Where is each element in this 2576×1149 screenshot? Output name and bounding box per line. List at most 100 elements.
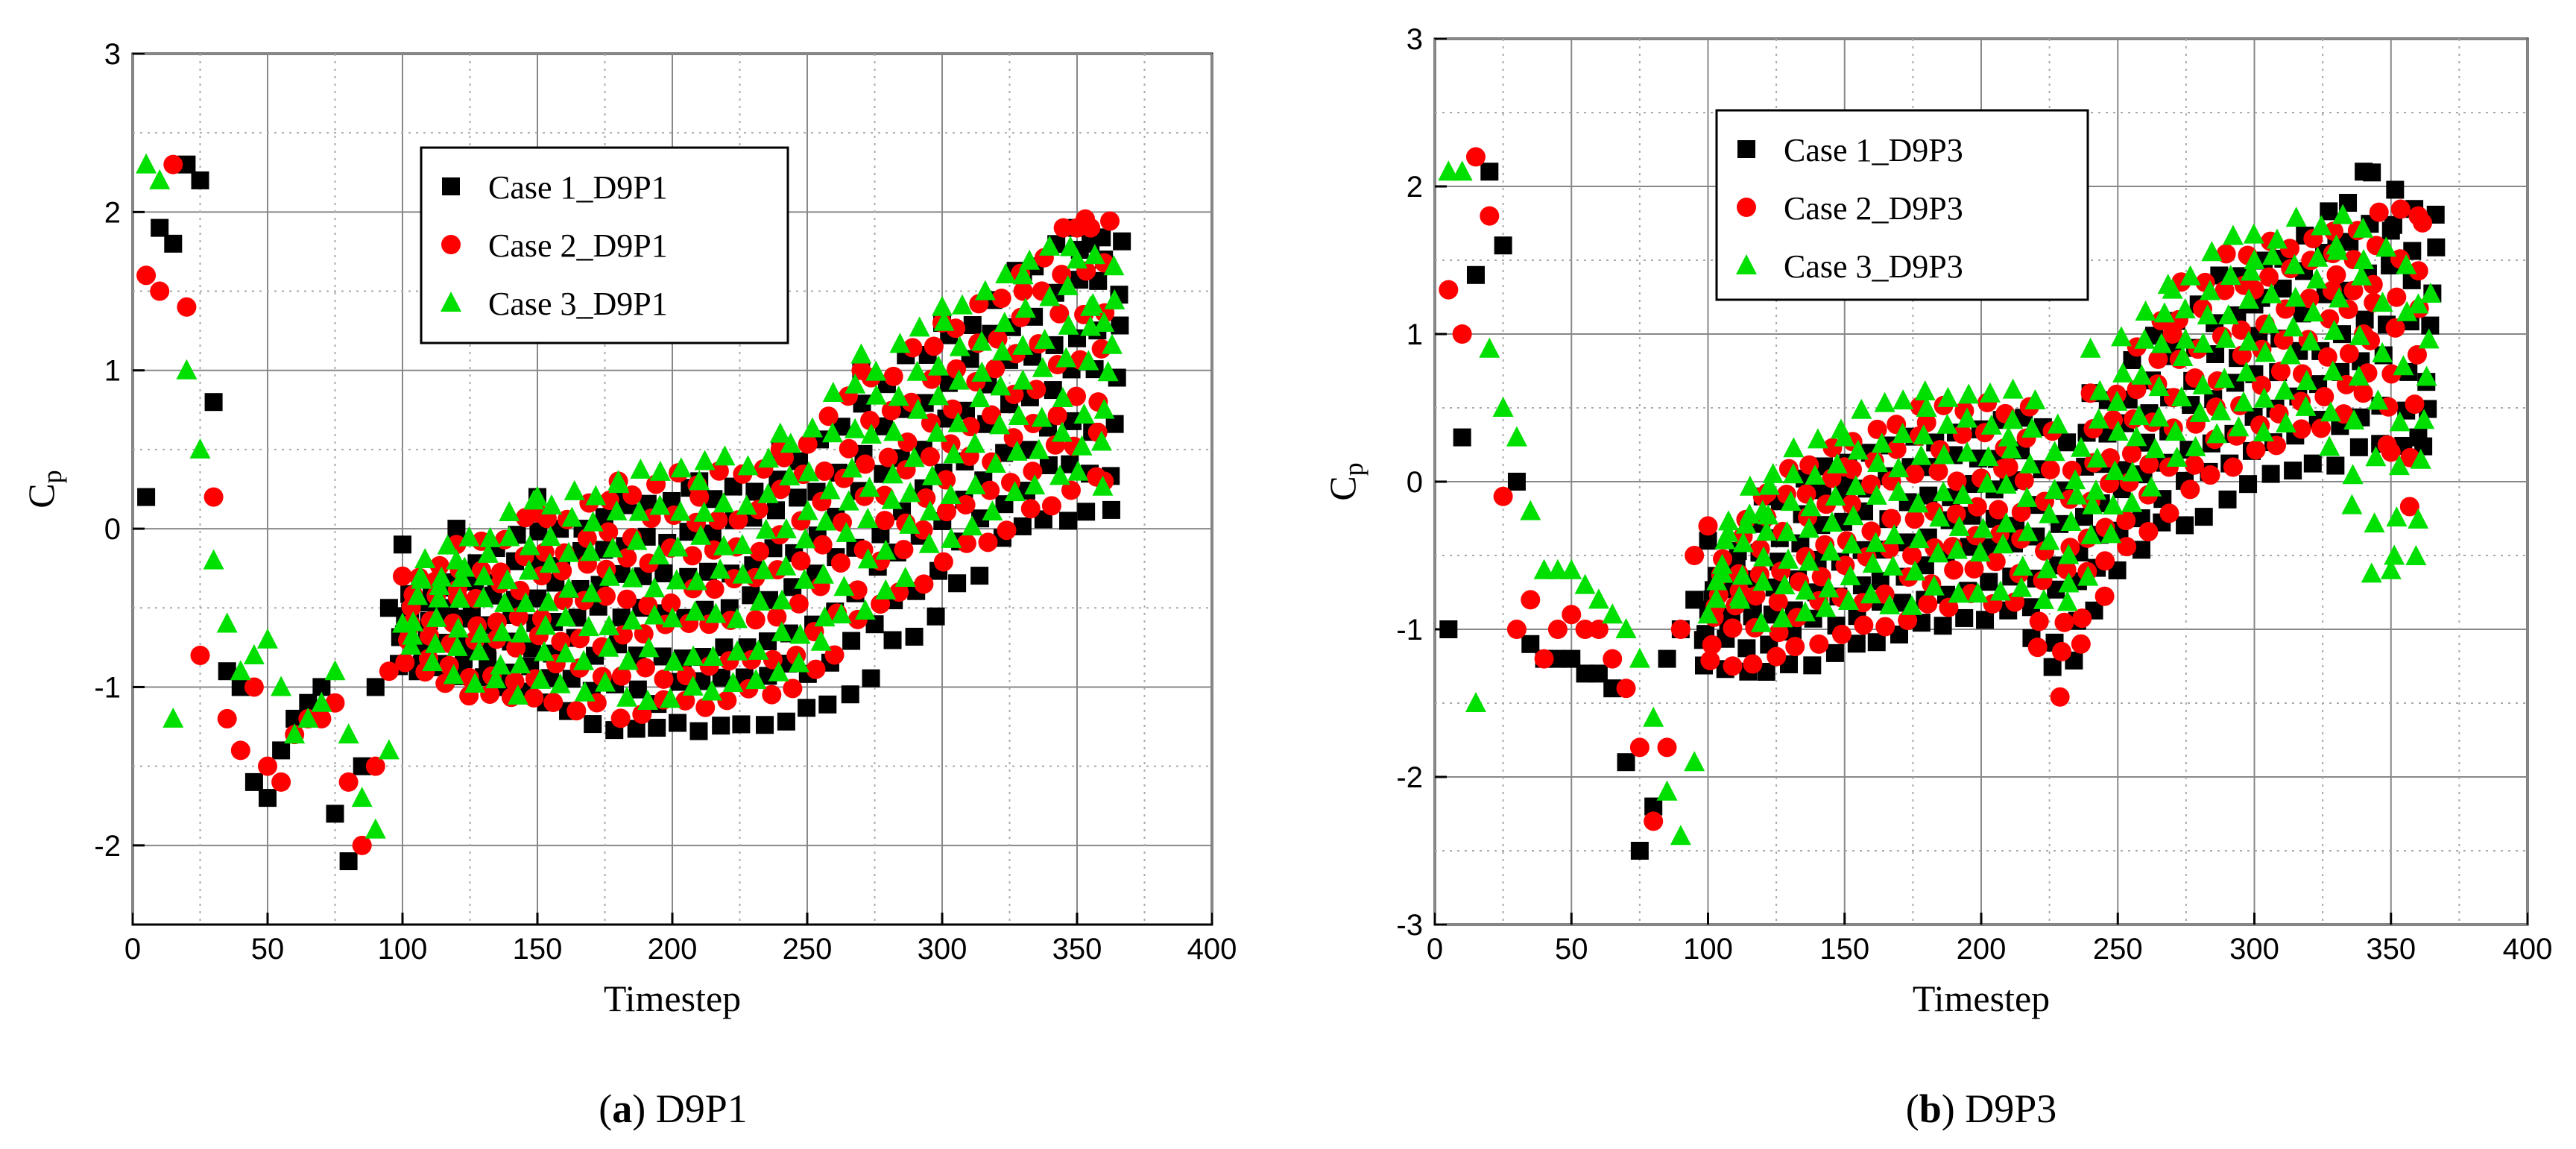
data-point bbox=[259, 789, 277, 808]
data-point bbox=[613, 625, 633, 645]
data-point bbox=[2372, 341, 2393, 362]
data-point bbox=[1711, 553, 1733, 574]
data-point bbox=[1705, 588, 1727, 608]
data-point bbox=[2065, 469, 2086, 490]
data-point bbox=[842, 457, 863, 478]
data-point bbox=[860, 424, 882, 444]
data-point bbox=[1732, 532, 1754, 553]
data-point bbox=[1989, 580, 2011, 601]
data-point bbox=[1799, 517, 1820, 538]
data-point bbox=[1562, 605, 1582, 625]
data-point bbox=[1830, 418, 1852, 439]
data-point bbox=[990, 375, 1011, 396]
data-point bbox=[480, 684, 500, 704]
legend-marker bbox=[1737, 140, 1755, 158]
data-point bbox=[1753, 546, 1775, 567]
data-point bbox=[1090, 430, 1112, 451]
data-point bbox=[2082, 494, 2103, 514]
data-point bbox=[574, 681, 596, 702]
data-point bbox=[1616, 679, 1636, 699]
data-point bbox=[2122, 461, 2144, 482]
data-point bbox=[713, 492, 734, 513]
data-point bbox=[1825, 485, 1846, 506]
data-point bbox=[2349, 324, 2370, 345]
data-point bbox=[2107, 420, 2129, 441]
data-point bbox=[1955, 608, 1974, 627]
data-point bbox=[2238, 330, 2259, 351]
data-point bbox=[2280, 239, 2300, 259]
data-point bbox=[2054, 612, 2074, 632]
data-point bbox=[473, 587, 494, 608]
data-point bbox=[402, 611, 424, 632]
data-point bbox=[1952, 424, 1972, 444]
data-point bbox=[2408, 293, 2429, 314]
data-point bbox=[2058, 572, 2080, 593]
data-point bbox=[2303, 454, 2322, 473]
data-point bbox=[2416, 365, 2437, 386]
data-point bbox=[727, 640, 748, 661]
data-point bbox=[2103, 494, 2124, 515]
data-point bbox=[447, 520, 466, 538]
data-point bbox=[1534, 649, 1554, 669]
data-point bbox=[949, 336, 970, 356]
data-point bbox=[543, 693, 564, 713]
series-3 bbox=[136, 153, 1126, 839]
data-point bbox=[2189, 401, 2211, 422]
data-point bbox=[841, 685, 859, 704]
data-point bbox=[1717, 510, 1739, 531]
data-point bbox=[845, 418, 866, 438]
x-tick-label: 0 bbox=[124, 933, 141, 966]
data-point bbox=[903, 447, 925, 468]
data-point bbox=[2285, 207, 2307, 227]
data-point bbox=[2285, 286, 2306, 307]
data-point bbox=[1957, 441, 1978, 462]
data-point bbox=[875, 539, 897, 560]
data-point bbox=[1092, 475, 1114, 496]
data-point bbox=[429, 555, 449, 576]
data-point bbox=[1862, 553, 1884, 573]
legend: Case 1_D9P1 Case 2_D9P1 Case 3_D9P1 bbox=[420, 146, 789, 344]
data-point bbox=[176, 359, 198, 380]
data-point bbox=[1918, 594, 1938, 614]
data-point bbox=[272, 741, 291, 760]
data-point bbox=[2148, 349, 2168, 369]
data-point bbox=[2405, 544, 2427, 565]
data-point bbox=[882, 463, 903, 484]
data-point bbox=[324, 660, 346, 681]
data-point bbox=[667, 536, 689, 557]
data-point bbox=[1986, 552, 2006, 572]
data-point bbox=[932, 295, 953, 316]
data-point bbox=[458, 526, 480, 547]
data-point bbox=[1807, 428, 1828, 449]
data-point bbox=[936, 502, 956, 522]
data-point bbox=[230, 740, 250, 761]
data-point bbox=[749, 590, 771, 611]
data-point bbox=[518, 559, 540, 580]
data-point bbox=[1800, 496, 1822, 517]
data-point bbox=[1547, 620, 1568, 639]
data-point bbox=[985, 359, 1006, 379]
data-point bbox=[2353, 383, 2373, 403]
data-point bbox=[2058, 433, 2077, 452]
data-point bbox=[217, 708, 237, 728]
data-point bbox=[1055, 347, 1077, 368]
data-point bbox=[2217, 304, 2239, 325]
data-point bbox=[190, 645, 210, 665]
data-point bbox=[780, 432, 801, 453]
data-point bbox=[818, 695, 837, 714]
data-point bbox=[888, 385, 909, 406]
data-point bbox=[2418, 328, 2440, 349]
data-point bbox=[1104, 289, 1126, 309]
data-point bbox=[608, 473, 630, 494]
data-point bbox=[2238, 289, 2260, 309]
data-point bbox=[163, 154, 183, 174]
data-point bbox=[473, 565, 495, 586]
data-point bbox=[1644, 811, 1664, 831]
data-point bbox=[775, 555, 797, 576]
data-point bbox=[2047, 413, 2068, 434]
data-point bbox=[2302, 301, 2324, 322]
data-point bbox=[1822, 468, 1842, 488]
data-point bbox=[948, 574, 967, 593]
data-point bbox=[1588, 588, 1609, 609]
data-point bbox=[2192, 333, 2214, 353]
